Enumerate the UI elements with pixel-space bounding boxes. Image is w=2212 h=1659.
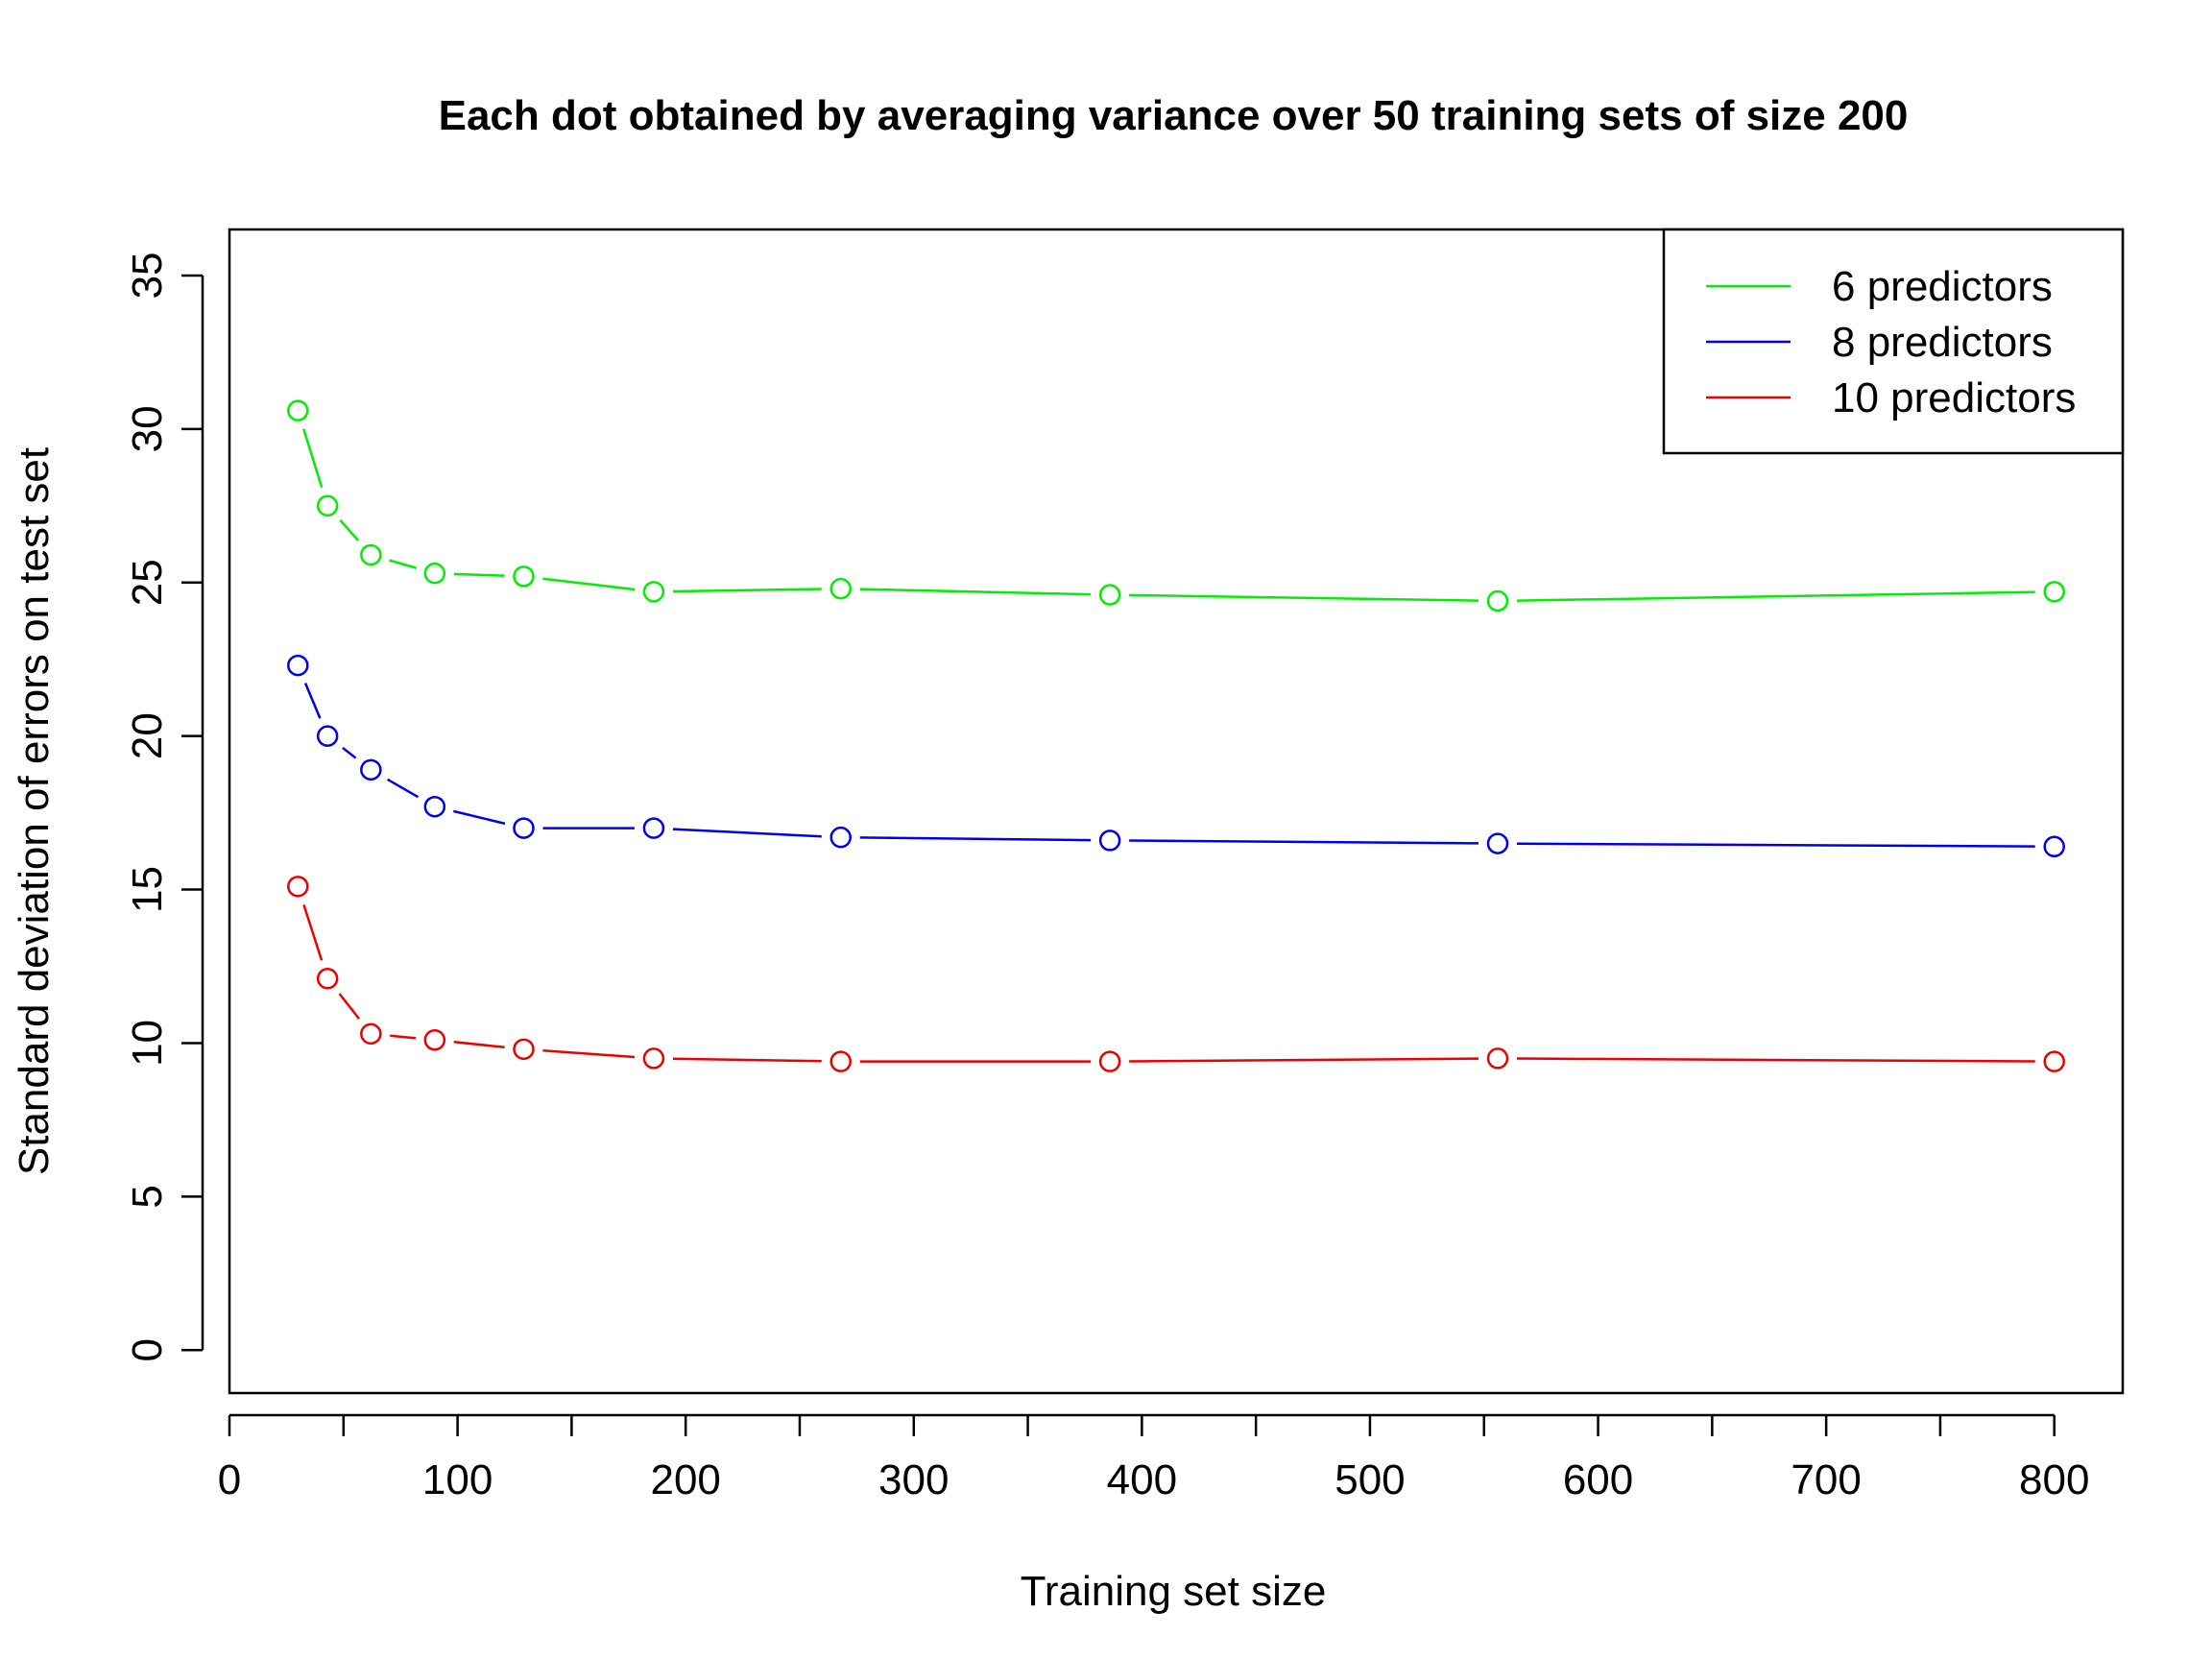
- data-point: [1486, 589, 1509, 613]
- data-point: [642, 1047, 665, 1070]
- data-point: [830, 826, 852, 849]
- data-point: [316, 725, 339, 747]
- series-segment: [672, 1057, 822, 1063]
- series-segment: [338, 993, 360, 1020]
- legend-entry: 10 predictors: [1832, 374, 2076, 421]
- series-segment: [859, 836, 1092, 842]
- x-tick-label: 300: [878, 1456, 949, 1503]
- data-point: [830, 1050, 852, 1072]
- series-2: [287, 654, 2065, 858]
- series-segment: [339, 518, 360, 541]
- x-axis: 0 100 200 300 400 500 600 700 800: [218, 1413, 2089, 1503]
- x-tick-label: 400: [1107, 1456, 1177, 1503]
- legend-entry: 6 predictors: [1832, 263, 2053, 310]
- data-point: [2043, 835, 2065, 858]
- series-segment: [859, 588, 1092, 596]
- series-segment: [302, 904, 324, 961]
- y-axis: 0 5 10 15 20 25 30 35: [124, 252, 204, 1361]
- x-tick-label: 500: [1334, 1456, 1405, 1503]
- series-segment: [389, 559, 417, 569]
- series-segment: [672, 828, 822, 838]
- series-1: [287, 399, 2065, 613]
- data-point: [316, 968, 339, 990]
- series-segment: [302, 428, 324, 489]
- y-tick-label: 0: [124, 1338, 171, 1361]
- series-segment: [672, 588, 822, 593]
- y-tick-label: 10: [124, 1020, 171, 1067]
- data-point: [642, 817, 665, 839]
- data-point: [360, 758, 382, 781]
- series-segment: [342, 746, 357, 759]
- data-point: [1486, 1047, 1509, 1070]
- data-point: [423, 795, 446, 818]
- x-axis-label: Training set size: [1021, 1568, 1327, 1615]
- data-point: [513, 1038, 535, 1061]
- data-point: [287, 654, 309, 677]
- y-tick-label: 20: [124, 712, 171, 759]
- y-tick-label: 35: [124, 252, 171, 299]
- x-tick-label: 0: [218, 1456, 241, 1503]
- series-segment: [1129, 839, 1479, 845]
- y-tick-label: 30: [124, 405, 171, 452]
- series-segment: [542, 1049, 636, 1059]
- data-point: [513, 565, 535, 588]
- series-segment: [542, 577, 636, 591]
- series-segment: [390, 1034, 417, 1040]
- y-tick-label: 5: [124, 1185, 171, 1208]
- x-tick-label: 600: [1563, 1456, 1633, 1503]
- y-tick-label: 25: [124, 559, 171, 606]
- data-point: [287, 876, 309, 898]
- data-point: [423, 1028, 446, 1051]
- series-segment: [453, 572, 505, 577]
- data-point: [2043, 581, 2065, 603]
- x-tick-label: 100: [422, 1456, 493, 1503]
- x-tick-label: 800: [2019, 1456, 2089, 1503]
- y-tick-label: 15: [124, 866, 171, 913]
- data-point: [513, 817, 535, 839]
- data-point: [1098, 1050, 1121, 1072]
- x-tick-label: 200: [650, 1456, 720, 1503]
- data-point: [830, 577, 852, 600]
- data-point: [360, 543, 382, 566]
- data-point: [642, 581, 665, 603]
- series-segment: [303, 683, 322, 719]
- series-segment: [1516, 1057, 2035, 1063]
- series-3: [287, 876, 2065, 1072]
- legend: 6 predictors 8 predictors 10 predictors: [1662, 228, 2125, 455]
- data-point: [316, 494, 339, 517]
- series-layer: [287, 399, 2065, 1072]
- x-tick-label: 700: [1791, 1456, 1861, 1503]
- series-segment: [1129, 1057, 1479, 1063]
- series-segment: [453, 1041, 505, 1049]
- data-point: [287, 399, 309, 421]
- data-point: [2043, 1050, 2065, 1072]
- data-point: [1098, 830, 1121, 852]
- series-segment: [387, 778, 420, 799]
- series-segment: [1516, 842, 2035, 848]
- chart-title: Each dot obtained by averaging variance …: [439, 92, 1909, 139]
- series-segment: [1129, 593, 1479, 602]
- y-axis-label: Standard deviation of errors on test set: [11, 447, 58, 1175]
- data-point: [360, 1022, 382, 1046]
- series-segment: [452, 809, 506, 826]
- data-point: [1098, 584, 1121, 606]
- data-point: [423, 562, 446, 585]
- series-segment: [1516, 590, 2035, 602]
- data-point: [1486, 832, 1509, 854]
- legend-entry: 8 predictors: [1832, 319, 2053, 366]
- plot-frame: [228, 228, 2125, 1395]
